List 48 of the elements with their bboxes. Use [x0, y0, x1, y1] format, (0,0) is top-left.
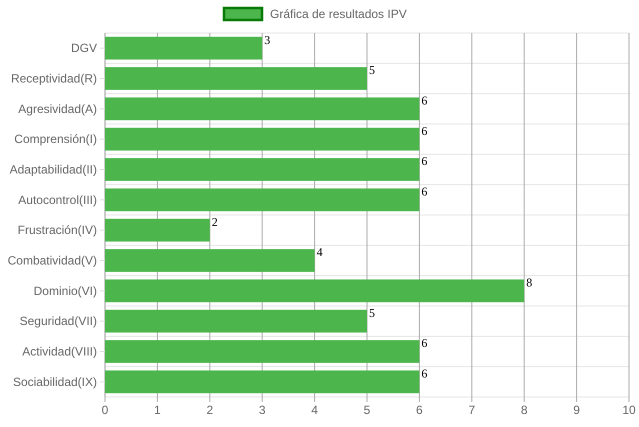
y-tick-label: Actividad(VIII) — [22, 344, 97, 358]
x-tick-label: 7 — [468, 403, 476, 417]
data-label: 2 — [212, 214, 218, 229]
bar — [105, 158, 420, 181]
data-label: 8 — [526, 275, 532, 290]
x-tick-label: 9 — [573, 403, 580, 417]
x-tick-label: 10 — [622, 403, 636, 417]
x-tick-label: 3 — [258, 403, 266, 417]
data-label: 6 — [421, 366, 428, 380]
bar — [105, 188, 420, 212]
data-label: 4 — [316, 245, 323, 260]
x-tick-label: 5 — [364, 403, 371, 417]
y-tick-label: Receptividad(R) — [10, 72, 97, 86]
data-label: 6 — [421, 336, 428, 350]
y-tick-label: Comprensión(I) — [14, 132, 97, 146]
x-tick-label: 6 — [416, 403, 424, 417]
bar — [105, 340, 420, 363]
data-label: 3 — [264, 32, 270, 47]
x-tick-label: 0 — [102, 403, 109, 417]
y-tick-label: Frustración(IV) — [18, 223, 97, 238]
x-tick-label: 4 — [311, 403, 318, 417]
data-label: 6 — [421, 184, 428, 198]
y-tick-label: Dominio(VI) — [34, 284, 97, 298]
bar — [105, 97, 420, 120]
bar — [105, 279, 524, 302]
data-label: 5 — [369, 63, 375, 78]
data-label: 6 — [421, 154, 428, 168]
bar — [105, 249, 315, 272]
bar — [105, 128, 420, 151]
y-tick-label: Autocontrol(III) — [18, 192, 97, 207]
bar — [105, 36, 262, 60]
bar — [105, 310, 367, 333]
y-tick-label: Seguridad(VII) — [20, 314, 97, 328]
bar — [105, 218, 210, 242]
bar — [105, 370, 420, 394]
y-tick-label: Sociabilidad(IX) — [12, 374, 97, 389]
data-label: 6 — [421, 93, 428, 108]
x-tick-label: 2 — [206, 403, 214, 417]
x-tick-label: 8 — [520, 403, 528, 417]
data-label: 5 — [369, 306, 375, 320]
y-tick-label: Agresividad(A) — [18, 102, 97, 116]
x-tick-label: 1 — [154, 403, 162, 417]
legend-label: Gráfica de resultados IPV — [270, 7, 407, 21]
y-tick-label: DGV — [70, 41, 97, 56]
y-tick-label: Adaptabilidad(II) — [10, 162, 97, 176]
data-label: 6 — [421, 124, 428, 138]
bar — [105, 67, 367, 90]
y-tick-label: Combatividad(V) — [8, 254, 97, 268]
